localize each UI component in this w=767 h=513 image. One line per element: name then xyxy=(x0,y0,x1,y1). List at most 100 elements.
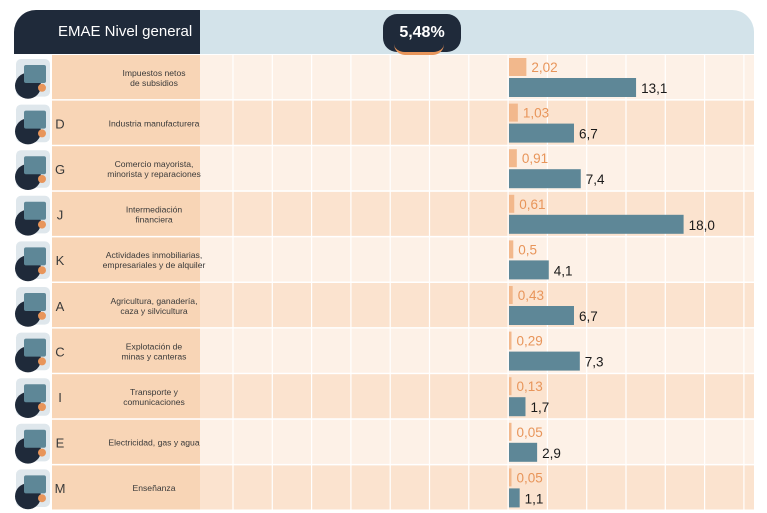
header-band xyxy=(200,10,754,54)
agriculture-icon xyxy=(15,287,50,327)
row-background xyxy=(200,374,754,420)
sector-label: caza y silvicultura xyxy=(120,306,188,316)
row-background xyxy=(200,419,754,466)
sector-label: Explotación de xyxy=(126,341,183,351)
sector-letter: D xyxy=(55,116,64,131)
growth-bar xyxy=(509,306,574,325)
growth-bar xyxy=(509,260,549,280)
sector-letter: M xyxy=(55,481,66,496)
label-cell xyxy=(52,55,200,101)
sector-label: Impuestos netos xyxy=(122,68,185,78)
contribution-bar xyxy=(509,422,512,441)
sector-letter: K xyxy=(56,253,65,268)
taxes-icon xyxy=(15,59,50,99)
row-background xyxy=(200,328,754,375)
real-estate-icon xyxy=(15,241,50,282)
growth-label: 4,1 xyxy=(554,263,573,278)
sector-label: minas y canteras xyxy=(122,351,187,361)
sector-label: Industria manufacturera xyxy=(109,118,200,128)
label-cell xyxy=(52,100,200,147)
label-cell xyxy=(52,283,200,329)
contribution-bar xyxy=(509,240,514,259)
contribution-label: 0,43 xyxy=(518,288,544,303)
badge-accent xyxy=(394,44,444,55)
contribution-label: 0,29 xyxy=(517,334,543,349)
growth-bar xyxy=(509,442,538,462)
contribution-label: 0,13 xyxy=(517,379,543,394)
label-cell xyxy=(52,465,200,511)
sector-label: Agricultura, ganadería, xyxy=(111,296,198,306)
gears-icon xyxy=(15,104,50,145)
label-cell xyxy=(52,237,200,283)
education-icon xyxy=(15,469,50,510)
growth-label: 1,7 xyxy=(530,400,549,415)
growth-label: 2,9 xyxy=(542,446,561,461)
contribution-label: 0,05 xyxy=(517,425,543,440)
contribution-bar xyxy=(509,331,512,350)
sector-label: Enseñanza xyxy=(132,483,175,493)
contribution-bar xyxy=(509,286,513,304)
label-cell xyxy=(52,419,200,466)
growth-bar xyxy=(509,169,581,189)
sector-letter: I xyxy=(58,390,62,405)
chart-title: EMAE Nivel general xyxy=(58,23,193,40)
sector-label: minorista y reparaciones xyxy=(107,169,201,179)
growth-bar xyxy=(509,397,526,417)
utilities-icon xyxy=(15,423,50,464)
contribution-label: 2,02 xyxy=(531,60,557,75)
row-background xyxy=(200,100,754,147)
contribution-bar xyxy=(509,377,512,396)
sector-label: empresariales y de alquiler xyxy=(103,260,206,270)
sector-label: Electricidad, gas y agua xyxy=(108,438,199,448)
growth-label: 13,1 xyxy=(641,81,667,96)
growth-bar xyxy=(509,488,520,508)
growth-bar xyxy=(509,214,684,234)
label-cell xyxy=(52,328,200,375)
sector-label: Actividades inmobiliarias, xyxy=(106,250,202,260)
header-title-panel xyxy=(14,10,200,54)
transport-icon xyxy=(15,378,50,418)
bank-icon xyxy=(15,195,50,236)
label-cell xyxy=(52,146,200,192)
sector-label: comunicaciones xyxy=(123,397,185,407)
growth-bar xyxy=(509,351,580,371)
contribution-bar xyxy=(509,149,517,168)
growth-label: 6,7 xyxy=(579,309,598,324)
label-cell xyxy=(52,374,200,420)
sector-letter: C xyxy=(55,344,64,359)
growth-label: 7,4 xyxy=(586,172,605,187)
label-cell xyxy=(52,191,200,238)
row-background xyxy=(200,237,754,283)
sector-label: de subsidios xyxy=(130,78,178,88)
mining-icon xyxy=(15,332,50,373)
row-background xyxy=(200,146,754,192)
growth-bar xyxy=(509,123,574,143)
contribution-label: 0,91 xyxy=(522,151,548,166)
growth-bar xyxy=(509,78,637,97)
row-background xyxy=(200,283,754,329)
sector-label: Transporte y xyxy=(130,387,179,397)
growth-label: 1,1 xyxy=(525,491,544,506)
sector-letter: E xyxy=(56,436,65,451)
contribution-bar xyxy=(509,103,518,122)
sector-label: financiera xyxy=(135,215,172,225)
row-background xyxy=(200,55,754,101)
sector-label: Comercio mayorista, xyxy=(115,159,194,169)
row-background xyxy=(200,465,754,511)
sector-letter: J xyxy=(57,208,64,223)
contribution-bar xyxy=(509,194,515,213)
contribution-label: 0,61 xyxy=(519,197,545,212)
growth-label: 18,0 xyxy=(689,218,715,233)
contribution-label: 0,5 xyxy=(518,242,537,257)
shopping-cart-icon xyxy=(15,150,50,190)
contribution-label: 0,05 xyxy=(517,470,543,485)
growth-label: 7,3 xyxy=(585,355,604,370)
sector-label: Intermediación xyxy=(126,205,183,215)
sector-letter: G xyxy=(55,162,65,177)
contribution-bar xyxy=(509,58,527,76)
sector-letter: A xyxy=(56,299,65,314)
contribution-label: 1,03 xyxy=(523,106,549,121)
contribution-bar xyxy=(509,468,512,487)
growth-label: 6,7 xyxy=(579,127,598,142)
